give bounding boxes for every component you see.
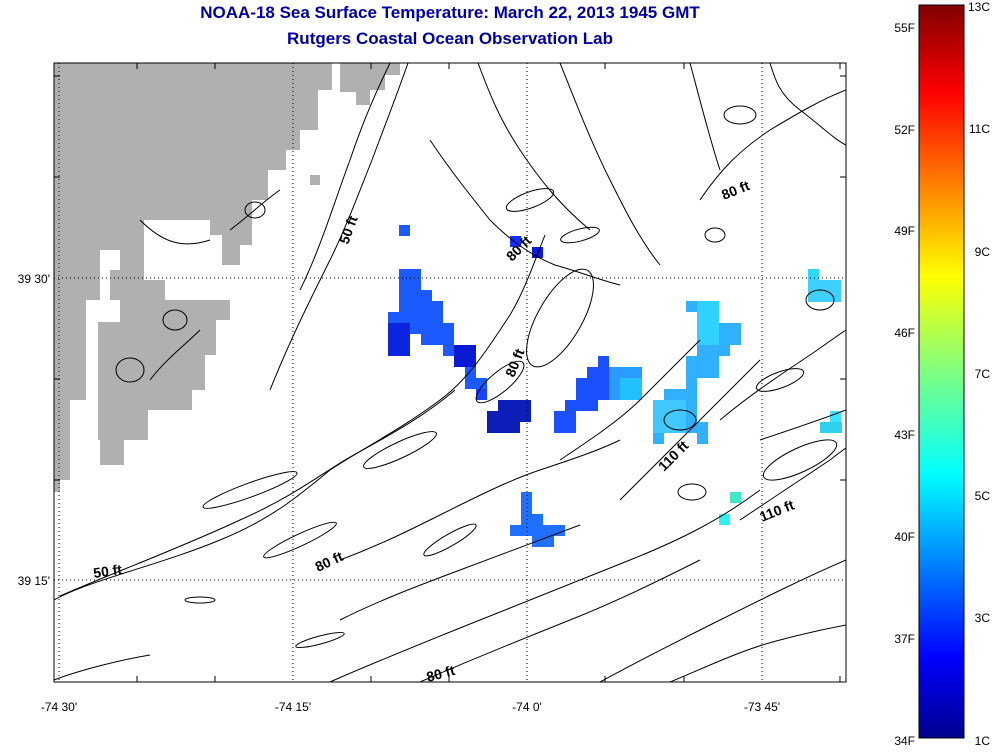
colorbar-label: 34F — [894, 734, 915, 748]
contour-label: 80 ft — [719, 177, 752, 203]
longitude-labels: -74 30' -74 15' -74 0' -73 45' — [41, 700, 780, 714]
colorbar — [918, 4, 965, 739]
land-mass — [54, 470, 70, 492]
colorbar-celsius-labels: 13C 11C 9C 7C 5C 3C 1C — [968, 0, 990, 748]
map-subtitle: Rutgers Coastal Ocean Observation Lab — [287, 29, 613, 48]
contour-label: 80 ft — [313, 548, 346, 575]
colorbar-fahrenheit-labels: 55F 52F 49F 46F 43F 40F 37F 34F — [894, 21, 915, 748]
colorbar-label: 40F — [894, 530, 915, 544]
colorbar-label: 9C — [975, 245, 991, 259]
colorbar-label: 11C — [969, 122, 990, 136]
map-grid — [54, 63, 846, 682]
land-mass — [340, 63, 400, 105]
contour-label: 80 ft — [502, 346, 528, 379]
lon-label: -74 15' — [275, 700, 311, 714]
lon-label: -74 30' — [41, 700, 77, 714]
sst-pixels — [388, 225, 842, 547]
colorbar-label: 55F — [894, 21, 915, 35]
contour-label: 50 ft — [336, 213, 361, 246]
contour-label: 80 ft — [503, 232, 535, 264]
contour-label: 110 ft — [757, 496, 797, 524]
colorbar-label: 7C — [975, 367, 991, 381]
colorbar-label: 49F — [894, 224, 915, 238]
latitude-labels: 39 30' 39 15' — [18, 272, 50, 588]
colorbar-label: 3C — [975, 611, 991, 625]
colorbar-label: 5C — [975, 489, 991, 503]
land-mass — [310, 175, 320, 185]
land-mass — [54, 63, 332, 470]
colorbar-label: 46F — [894, 326, 915, 340]
lat-label: 39 15' — [18, 574, 50, 588]
colorbar-label: 43F — [894, 428, 915, 442]
contour-label: 50 ft — [92, 561, 123, 581]
bathymetry-contours — [54, 63, 846, 682]
map-title: NOAA-18 Sea Surface Temperature: March 2… — [200, 3, 700, 22]
lon-label: -74 0' — [512, 700, 542, 714]
lon-label: -73 45' — [744, 700, 780, 714]
map-ticks — [54, 63, 846, 682]
colorbar-label: 52F — [894, 123, 915, 137]
colorbar-label: 1C — [975, 734, 991, 748]
map-frame — [53, 62, 847, 683]
colorbar-label: 37F — [894, 632, 915, 646]
contour-label: 80 ft — [425, 662, 457, 685]
lat-label: 39 30' — [18, 272, 50, 286]
colorbar-label: 13C — [968, 0, 990, 14]
